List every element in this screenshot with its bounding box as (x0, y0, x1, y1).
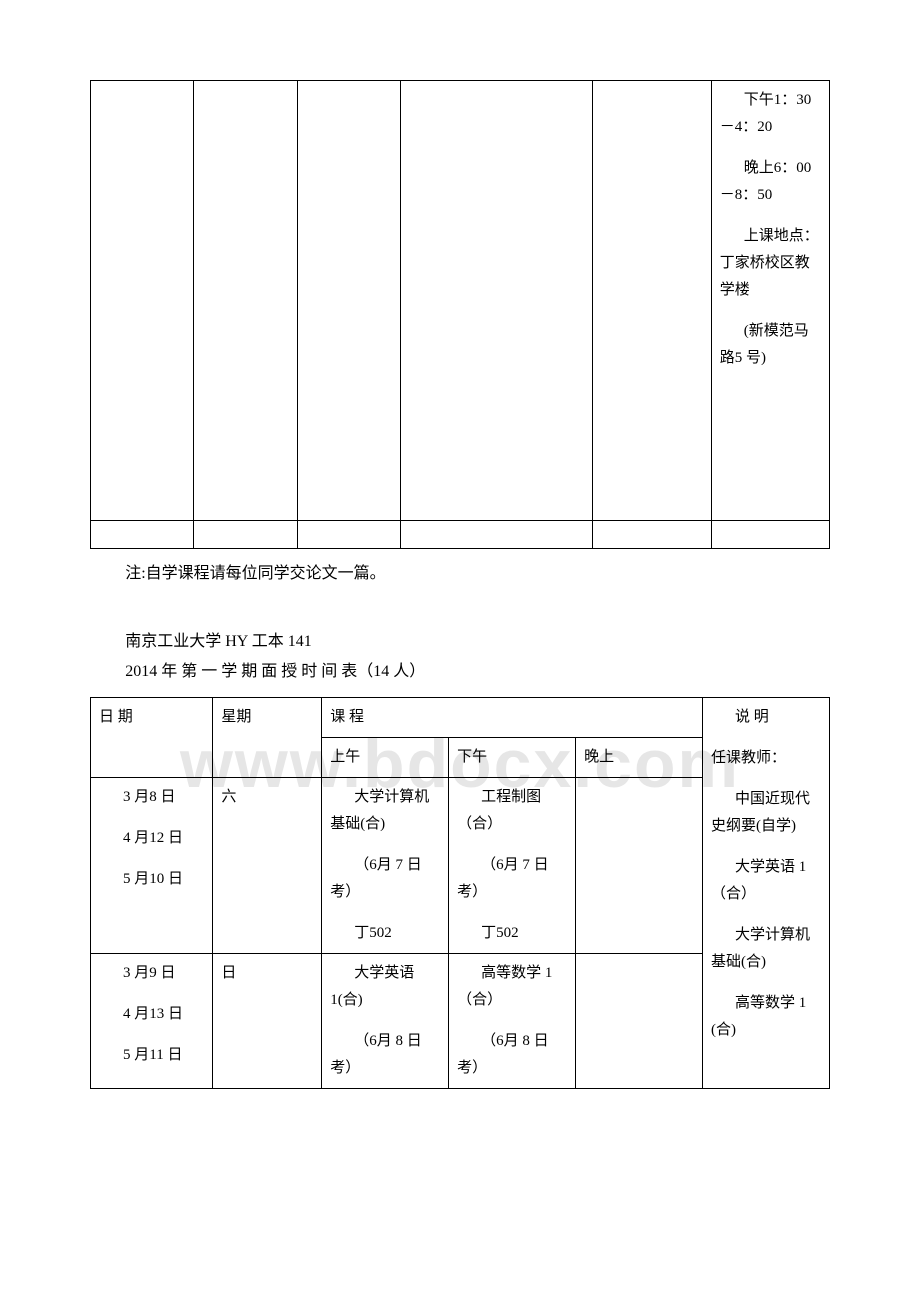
cell-text: 大学英语 1(合) (330, 960, 440, 1014)
cell-text: 高等数学 1 (合) (711, 990, 821, 1044)
table-row: 下午1：30－4：20 晚上6：00－8：50 上课地点：丁家桥校区教学楼 (新… (91, 81, 830, 521)
header-date: 日 期 (91, 698, 213, 778)
notes-cell: 说 明 任课教师： 中国近现代史纲要(自学) 大学英语 1（合） 大学计算机基础… (703, 698, 830, 1089)
cell-text: 3 月8 日 (99, 784, 204, 811)
table-row: 日 期 星期 课 程 说 明 任课教师： 中国近现代史纲要(自学) 大学英语 1… (91, 698, 830, 738)
cell-text: 下午1：30－4：20 (720, 87, 821, 141)
heading-line-2-main: 第 一 学 期 面 授 时 间 表 (181, 663, 357, 680)
cell-text: 高等数学 1（合） (457, 960, 567, 1014)
table-cell-notes: 下午1：30－4：20 晚上6：00－8：50 上课地点：丁家桥校区教学楼 (新… (711, 81, 829, 521)
cell-text: 大学英语 1（合） (711, 854, 821, 908)
note-text: 注:自学课程请每位同学交论文一篇。 (90, 561, 830, 587)
cell-text: （6月 7 日考） (457, 852, 567, 906)
cell-text: 丁502 (457, 920, 567, 947)
table-cell (401, 521, 593, 549)
date-cell: 3 月9 日 4 月13 日 5 月11 日 (91, 954, 213, 1089)
table-cell (593, 521, 711, 549)
heading-block: 南京工业大学 HY 工本 141 2014 年 第 一 学 期 面 授 时 间 … (90, 627, 830, 688)
cell-text: 大学计算机基础(合) (330, 784, 440, 838)
cell-text: 4 月12 日 (99, 825, 204, 852)
cell-text: 3 月9 日 (99, 960, 204, 987)
table-cell (91, 81, 194, 521)
cell-text: （6月 7 日考） (330, 852, 440, 906)
week-cell: 日 (213, 954, 322, 1089)
table-cell (297, 81, 400, 521)
table-cell (194, 81, 297, 521)
cell-text: 任课教师： (711, 745, 821, 772)
schedule-table: 日 期 星期 课 程 说 明 任课教师： 中国近现代史纲要(自学) 大学英语 1… (90, 697, 830, 1089)
cell-text: 上课地点：丁家桥校区教学楼 (720, 223, 821, 304)
header-course: 课 程 (322, 698, 703, 738)
cell-text: 丁502 (330, 920, 440, 947)
header-pm: 下午 (449, 738, 576, 778)
table-cell (593, 81, 711, 521)
heading-line-1: 南京工业大学 HY 工本 141 (90, 627, 830, 657)
cell-text: （6月 8 日考） (457, 1028, 567, 1082)
heading-line-2: 2014 年 第 一 学 期 面 授 时 间 表（14 人） (90, 657, 830, 687)
table-cell (711, 521, 829, 549)
cell-text: 4 月13 日 (99, 1001, 204, 1028)
table-one: 下午1：30－4：20 晚上6：00－8：50 上课地点：丁家桥校区教学楼 (新… (90, 80, 830, 549)
cell-text: 大学计算机基础(合) (711, 922, 821, 976)
am-cell: 大学英语 1(合) （6月 8 日考） (322, 954, 449, 1089)
header-evening: 晚上 (576, 738, 703, 778)
cell-text: 工程制图（合） (457, 784, 567, 838)
table-cell (91, 521, 194, 549)
heading-line-2-suffix: （14 人） (357, 663, 425, 680)
heading-line-2-prefix: 2014 年 (125, 663, 181, 680)
evening-cell (576, 954, 703, 1089)
week-cell: 六 (213, 778, 322, 954)
header-note: 说 明 (711, 704, 821, 731)
pm-cell: 工程制图（合） （6月 7 日考） 丁502 (449, 778, 576, 954)
date-cell: 3 月8 日 4 月12 日 5 月10 日 (91, 778, 213, 954)
cell-text: (新模范马路5 号) (720, 318, 821, 372)
header-week: 星期 (213, 698, 322, 778)
cell-text: 5 月10 日 (99, 866, 204, 893)
table-cell (297, 521, 400, 549)
evening-cell (576, 778, 703, 954)
cell-text: 中国近现代史纲要(自学) (711, 786, 821, 840)
am-cell: 大学计算机基础(合) （6月 7 日考） 丁502 (322, 778, 449, 954)
cell-text: 5 月11 日 (99, 1042, 204, 1069)
table-cell (401, 81, 593, 521)
pm-cell: 高等数学 1（合） （6月 8 日考） (449, 954, 576, 1089)
cell-text: （6月 8 日考） (330, 1028, 440, 1082)
cell-text: 晚上6：00－8：50 (720, 155, 821, 209)
table-row (91, 521, 830, 549)
header-am: 上午 (322, 738, 449, 778)
table-cell (194, 521, 297, 549)
